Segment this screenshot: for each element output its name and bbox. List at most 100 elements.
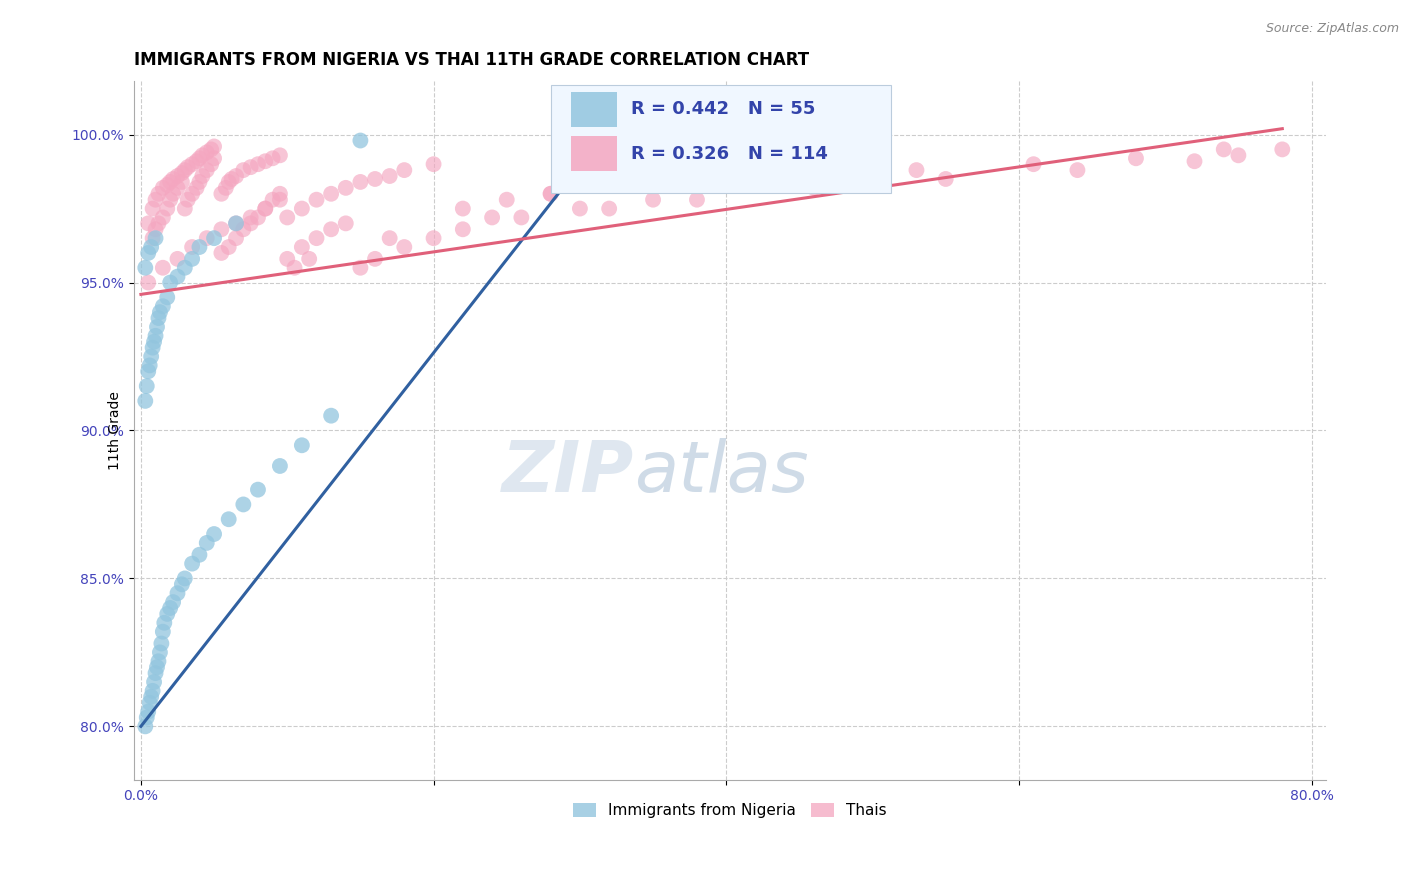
Point <box>188 151 211 165</box>
Point <box>215 181 238 195</box>
Point <box>239 216 262 230</box>
Point <box>136 216 159 230</box>
Point <box>540 186 562 201</box>
Point <box>202 527 225 541</box>
Point <box>495 193 517 207</box>
Point <box>200 157 222 171</box>
Point <box>202 139 225 153</box>
Point <box>166 252 188 266</box>
Point <box>218 512 240 526</box>
Point <box>152 211 174 225</box>
Point <box>195 231 218 245</box>
Point <box>232 163 254 178</box>
Point <box>170 166 193 180</box>
Point <box>135 379 157 393</box>
Point <box>269 193 291 207</box>
Point <box>262 193 284 207</box>
Point <box>225 231 247 245</box>
Point <box>162 595 184 609</box>
Point <box>254 154 277 169</box>
Point <box>146 660 169 674</box>
Point <box>181 252 204 266</box>
Point <box>191 169 214 183</box>
Point <box>262 151 284 165</box>
Point <box>195 163 218 178</box>
Point <box>540 186 562 201</box>
Point <box>152 181 174 195</box>
Point <box>1066 163 1088 178</box>
Point <box>232 222 254 236</box>
Point <box>481 211 503 225</box>
Point <box>145 666 167 681</box>
Point <box>166 269 188 284</box>
Point <box>744 172 766 186</box>
Point <box>156 178 179 192</box>
Text: R = 0.326   N = 114: R = 0.326 N = 114 <box>631 145 828 163</box>
Bar <box>571 92 617 127</box>
Point <box>141 690 163 704</box>
Point <box>162 186 184 201</box>
Point <box>232 498 254 512</box>
Point <box>218 240 240 254</box>
Point <box>146 320 169 334</box>
Point <box>159 193 181 207</box>
Point <box>291 240 314 254</box>
Point <box>1125 151 1147 165</box>
Point <box>177 160 200 174</box>
Point <box>209 222 232 236</box>
Point <box>141 240 163 254</box>
Point <box>803 181 825 195</box>
Point <box>598 202 620 216</box>
Point <box>246 483 269 497</box>
Point <box>246 157 269 171</box>
Point <box>202 231 225 245</box>
Point <box>148 216 170 230</box>
Point <box>134 719 156 733</box>
Point <box>145 222 167 236</box>
Point <box>159 175 181 189</box>
Point <box>186 181 208 195</box>
Point <box>173 163 195 178</box>
Point <box>1227 148 1250 162</box>
Point <box>759 169 782 183</box>
Point <box>209 246 232 260</box>
Point <box>173 571 195 585</box>
Bar <box>571 136 617 171</box>
Point <box>291 202 314 216</box>
Point <box>149 645 172 659</box>
Point <box>188 175 211 189</box>
Point <box>136 705 159 719</box>
Point <box>1271 142 1294 156</box>
Point <box>136 276 159 290</box>
Text: Source: ZipAtlas.com: Source: ZipAtlas.com <box>1265 22 1399 36</box>
Point <box>225 169 247 183</box>
Point <box>335 216 357 230</box>
Point <box>152 260 174 275</box>
Point <box>510 211 533 225</box>
Text: R = 0.442   N = 55: R = 0.442 N = 55 <box>631 100 815 119</box>
Point <box>156 202 179 216</box>
Point <box>136 246 159 260</box>
Point <box>269 458 291 473</box>
Point <box>349 260 371 275</box>
Point <box>246 211 269 225</box>
Point <box>394 163 416 178</box>
Point <box>148 311 170 326</box>
Point <box>138 696 160 710</box>
Point <box>143 334 166 349</box>
Point <box>321 222 343 236</box>
Point <box>145 193 167 207</box>
Point <box>254 202 277 216</box>
Point <box>148 186 170 201</box>
Point <box>225 216 247 230</box>
Point <box>135 710 157 724</box>
Point <box>195 536 218 550</box>
Point <box>451 202 474 216</box>
Point <box>191 148 214 162</box>
Point <box>451 222 474 236</box>
Point <box>143 675 166 690</box>
Point <box>254 202 277 216</box>
Text: atlas: atlas <box>634 438 808 507</box>
Point <box>321 186 343 201</box>
Point <box>181 186 204 201</box>
